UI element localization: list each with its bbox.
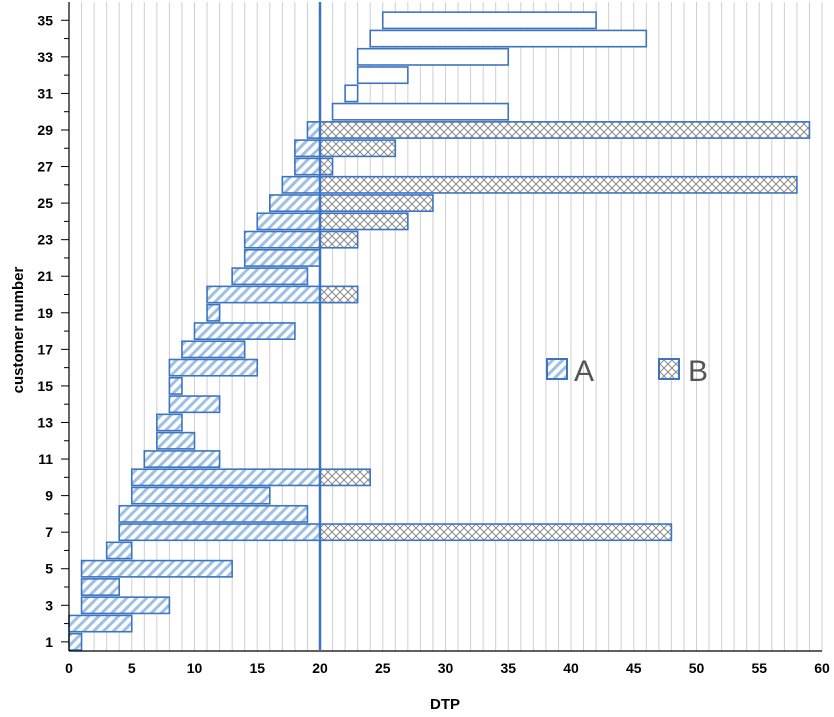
- x-tick-label: 5: [128, 660, 136, 676]
- y-tick-label: 33: [37, 49, 53, 65]
- y-tick-label: 19: [37, 305, 53, 321]
- y-tick-label: 1: [45, 634, 53, 650]
- bar-a-customer-2: [68, 614, 133, 633]
- bar-a-customer-12: [156, 431, 196, 450]
- bar-a-customer-1: [68, 632, 83, 651]
- bar-a-customer-14: [168, 395, 221, 414]
- x-tick-label: 15: [249, 660, 265, 676]
- y-tick-label: 13: [37, 414, 53, 430]
- bar-customer-34: [369, 29, 648, 48]
- bar-b-customer-27: [319, 157, 334, 176]
- bar-b-customer-20: [319, 285, 359, 304]
- y-tick-label: 27: [37, 159, 53, 175]
- bar-b-customer-28: [319, 139, 397, 158]
- bar-a-customer-4: [80, 578, 121, 596]
- x-tick-label: 35: [500, 660, 516, 676]
- bar-b-customer-23: [319, 230, 359, 249]
- bar-customer-35: [381, 11, 597, 30]
- bar-a-customer-22: [243, 249, 321, 267]
- x-axis-title: DTP: [430, 696, 460, 713]
- bar-b-customer-7: [319, 523, 673, 542]
- bar-a-customer-3: [80, 596, 171, 615]
- bar-b-customer-29: [319, 121, 811, 139]
- x-tick-label: 10: [187, 660, 203, 676]
- y-tick-label: 31: [37, 85, 53, 101]
- y-tick-label: 29: [37, 122, 53, 138]
- bar-customer-31: [344, 84, 359, 103]
- x-tick-label: 60: [814, 660, 830, 676]
- bar-customer-32: [356, 66, 409, 85]
- bar-a-customer-10: [130, 468, 321, 487]
- bar-a-customer-13: [156, 413, 183, 432]
- bar-a-customer-8: [118, 504, 309, 523]
- bar-b-customer-26: [319, 175, 798, 194]
- bar-a-customer-29: [306, 121, 321, 139]
- tick-labels: 0 5 10 15 20 25 30 35 40 45 50 55 601357911131517192…: [37, 12, 830, 676]
- y-tick-label: 25: [37, 195, 53, 211]
- y-tick-label: 7: [45, 524, 53, 540]
- bar-a-customer-21: [231, 267, 309, 286]
- bar-customer-33: [356, 47, 510, 66]
- x-tick-label: 0: [65, 660, 73, 676]
- bar-a-customer-25: [268, 194, 321, 213]
- y-tick-label: 17: [37, 341, 53, 357]
- bar-a-customer-9: [130, 486, 271, 505]
- bar-b-customer-24: [319, 212, 409, 231]
- bar-a-customer-16: [168, 358, 259, 377]
- y-tick-label: 21: [37, 268, 53, 284]
- y-tick-label: 35: [37, 12, 53, 28]
- legend-label-b: B: [688, 355, 708, 388]
- x-tick-label: 55: [751, 660, 767, 676]
- bar-a-customer-20: [206, 285, 321, 304]
- y-axis-title: customer number: [10, 266, 27, 393]
- bar-a-customer-24: [256, 212, 321, 231]
- bar-a-customer-19: [206, 303, 221, 322]
- legend-swatch-b: [658, 358, 680, 380]
- bar-a-customer-26: [281, 175, 321, 194]
- bar-customer-30: [331, 102, 510, 121]
- legend-swatch-a: [546, 358, 568, 380]
- bar-a-customer-27: [294, 157, 321, 176]
- bar-a-customer-23: [243, 230, 321, 249]
- bar-a-customer-17: [181, 340, 246, 359]
- bar-a-customer-28: [294, 139, 321, 158]
- bar-a-customer-11: [143, 450, 221, 468]
- legend-label-a: A: [574, 355, 594, 388]
- legend: A B: [546, 355, 708, 388]
- bar-a-customer-5: [80, 559, 233, 578]
- x-tick-label: 45: [626, 660, 642, 676]
- bars: [68, 11, 811, 651]
- x-tick-label: 25: [375, 660, 391, 676]
- x-tick-label: 30: [438, 660, 454, 676]
- vertical-gridlines: [81, 2, 823, 651]
- y-tick-label: 11: [38, 451, 53, 467]
- bar-a-customer-7: [118, 523, 321, 542]
- bar-a-customer-6: [105, 541, 133, 560]
- x-tick-label: 50: [689, 660, 705, 676]
- y-tick-label: 15: [37, 378, 53, 394]
- x-tick-label: 40: [563, 660, 579, 676]
- y-tick-label: 5: [45, 561, 53, 577]
- y-tick-label: 3: [45, 597, 53, 613]
- y-tick-label: 9: [45, 488, 53, 504]
- axes: [61, 2, 822, 652]
- bar-b-customer-10: [319, 468, 372, 487]
- x-tick-label: 20: [312, 660, 328, 676]
- bar-a-customer-15: [168, 376, 183, 395]
- y-tick-label: 23: [37, 232, 53, 248]
- bar-a-customer-18: [193, 322, 296, 341]
- bar-b-customer-25: [319, 194, 434, 213]
